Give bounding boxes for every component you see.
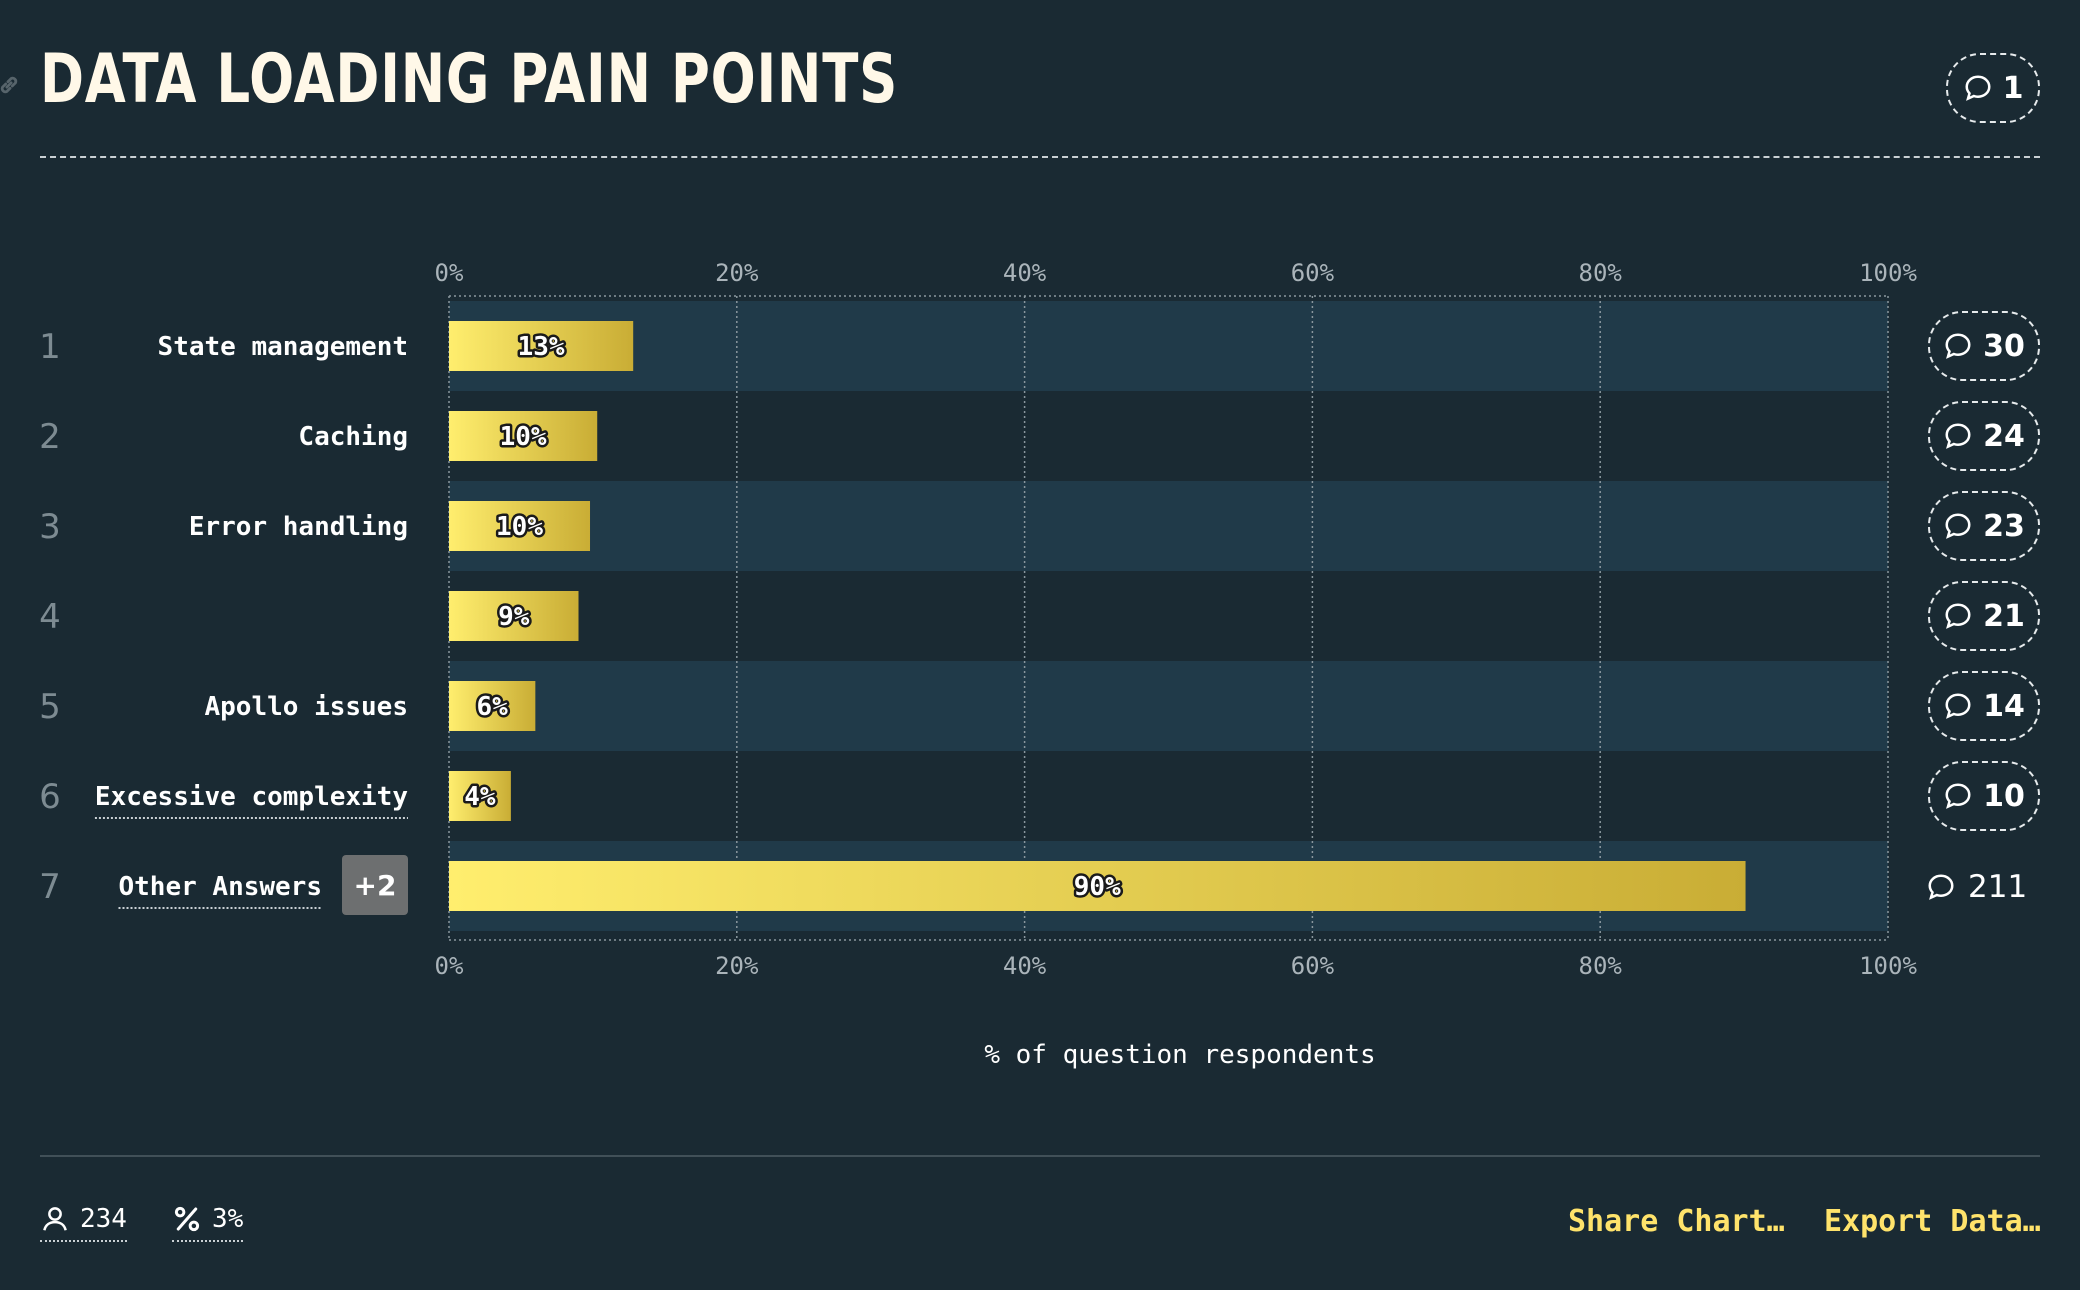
row-comment-count: 23 <box>1983 508 2025 544</box>
bar <box>449 591 579 641</box>
row-comments-button[interactable]: 23 <box>1928 491 2040 561</box>
x-tick-label-top: 60% <box>1291 259 1335 287</box>
header-comments-count: 1 <box>2002 70 2024 106</box>
rank-label: 4 <box>39 597 61 637</box>
respondents-stat[interactable]: 234 <box>40 1204 127 1242</box>
bar <box>449 861 1746 911</box>
row-comments-button[interactable]: 10 <box>1928 761 2040 831</box>
row-comment-count: 30 <box>1983 328 2025 364</box>
bar <box>449 501 591 551</box>
x-tick-label-bottom: 60% <box>1291 952 1335 980</box>
bar <box>449 321 634 371</box>
rank-label: 6 <box>39 777 61 817</box>
bar-value-label: 9% <box>498 602 530 632</box>
category-label: Excessive complexity <box>95 782 408 812</box>
title-divider <box>40 156 2040 158</box>
category-label: Apollo issues <box>205 692 409 722</box>
page-title: DATA LOADING PAIN POINTS <box>40 40 899 119</box>
row-comment-count: 21 <box>1983 598 2025 634</box>
rank-label: 3 <box>39 507 61 547</box>
x-tick-label-top: 0% <box>435 259 464 287</box>
x-tick-label-top: 80% <box>1579 259 1623 287</box>
percent-icon <box>174 1206 200 1232</box>
x-tick-label-top: 100% <box>1859 259 1917 287</box>
comment-bubble-icon <box>1945 603 1971 629</box>
comment-bubble-icon <box>1945 783 1971 809</box>
row-comments-button[interactable]: 21 <box>1928 581 2040 651</box>
bar-value-label: 4% <box>464 782 496 812</box>
bar <box>449 771 511 821</box>
row-comment-count: 211 <box>1968 869 2028 905</box>
comment-bubble-icon <box>1945 513 1971 539</box>
bar <box>449 411 598 461</box>
rank-label: 2 <box>39 417 61 457</box>
row-comment-count: 14 <box>1983 688 2025 724</box>
x-tick-label-bottom: 20% <box>715 952 759 980</box>
export-data-link[interactable]: Export Data… <box>1824 1204 2041 1239</box>
comment-bubble-icon <box>1945 693 1971 719</box>
bar-value-label: 90% <box>1074 872 1121 902</box>
rank-label: 1 <box>39 327 61 367</box>
user-icon <box>43 1207 67 1231</box>
row-comments-link[interactable]: 211 <box>1926 869 2027 905</box>
category-label: Other Answers <box>119 872 323 902</box>
row-comment-count: 24 <box>1983 418 2025 454</box>
row-comment-count: 10 <box>1983 778 2025 814</box>
row-comments-button[interactable]: 24 <box>1928 401 2040 471</box>
bar-value-label: 13% <box>518 332 565 362</box>
percent-stat[interactable]: 3% <box>172 1204 244 1242</box>
category-label: State management <box>158 332 408 362</box>
link-icon[interactable] <box>0 72 22 98</box>
bar-value-label: 10% <box>496 512 543 542</box>
x-tick-label-bottom: 80% <box>1579 952 1623 980</box>
comment-bubble-icon <box>1965 75 1991 101</box>
rank-label: 7 <box>39 867 61 907</box>
row-comments-button[interactable]: 30 <box>1928 311 2040 381</box>
rank-label: 5 <box>39 687 61 727</box>
comment-bubble-icon <box>1945 423 1971 449</box>
category-label: Error handling <box>189 512 408 542</box>
comment-bubble-icon <box>1945 333 1971 359</box>
x-tick-label-bottom: 100% <box>1859 952 1917 980</box>
x-tick-label-top: 40% <box>1003 259 1047 287</box>
category-label: Caching <box>298 422 408 452</box>
row-comments-button[interactable]: 14 <box>1928 671 2040 741</box>
row-band <box>449 481 1888 571</box>
x-tick-label-bottom: 40% <box>1003 952 1047 980</box>
comment-bubble-icon <box>1928 874 1954 900</box>
bar-value-label: 10% <box>500 422 547 452</box>
row-band <box>449 301 1888 391</box>
bar <box>449 681 536 731</box>
other-answers-expand-button[interactable]: +2 <box>342 855 408 915</box>
share-chart-link[interactable]: Share Chart… <box>1568 1204 1785 1239</box>
percent-value: 3% <box>212 1204 244 1234</box>
row-band <box>449 661 1888 751</box>
x-tick-label-bottom: 0% <box>435 952 464 980</box>
bar-chart: 0% 20% 40% 60% 80% 100% 0% 20% 40% 60% 80% 100% 13… <box>39 259 1917 980</box>
footer-divider <box>40 1155 2040 1157</box>
respondents-count: 234 <box>80 1204 127 1234</box>
header-comments-button[interactable]: 1 <box>1946 53 2040 123</box>
x-axis-title: % of question respondents <box>984 1040 1376 1070</box>
bar-value-label: 6% <box>477 692 509 722</box>
x-tick-label-top: 20% <box>715 259 759 287</box>
